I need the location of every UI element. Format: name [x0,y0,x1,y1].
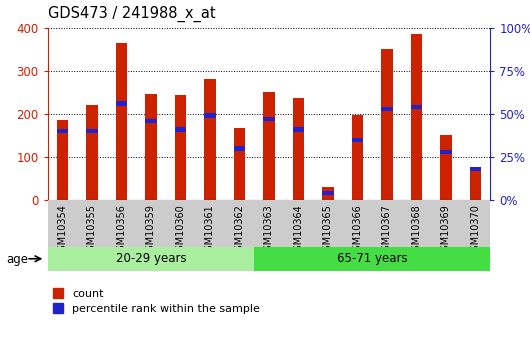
Bar [145,119,157,123]
Bar [174,95,187,200]
Bar [313,200,343,247]
Text: GSM10365: GSM10365 [323,204,333,257]
Text: GSM10366: GSM10366 [352,204,363,257]
Bar [322,191,334,195]
Text: GSM10369: GSM10369 [441,204,451,257]
Bar [77,200,107,247]
Bar [86,105,98,200]
Bar [254,247,490,271]
Bar [284,200,313,247]
Bar [372,200,402,247]
Bar [145,93,157,200]
Text: GSM10360: GSM10360 [175,204,186,257]
Bar [411,34,422,200]
Bar [86,129,98,133]
Bar [440,136,452,200]
Bar [322,187,334,200]
Bar [381,107,393,111]
Bar [470,167,481,171]
Bar [48,200,77,247]
Bar [402,200,431,247]
Bar [116,101,127,106]
Text: age: age [6,253,29,266]
Bar [116,43,127,200]
Text: GSM10356: GSM10356 [117,204,127,257]
Bar [234,128,245,200]
Text: GSM10367: GSM10367 [382,204,392,257]
Bar [461,200,490,247]
Legend: count, percentile rank within the sample: count, percentile rank within the sample [53,288,260,314]
Bar [254,200,284,247]
Bar [57,120,68,200]
Text: 20-29 years: 20-29 years [116,252,186,265]
Text: GSM10363: GSM10363 [264,204,274,257]
Bar [381,49,393,200]
Bar [57,129,68,133]
Bar [225,200,254,247]
Text: 65-71 years: 65-71 years [337,252,408,265]
Bar [343,200,372,247]
Bar [204,79,216,200]
Bar [411,105,422,109]
Text: GSM10368: GSM10368 [411,204,421,257]
Text: GSM10354: GSM10354 [57,204,67,257]
Bar [351,138,364,142]
Bar [166,200,195,247]
Bar [174,127,187,131]
Bar [470,171,481,200]
Bar [204,114,216,118]
Bar [263,117,275,121]
Text: GSM10359: GSM10359 [146,204,156,257]
Bar [431,200,461,247]
Bar [195,200,225,247]
Text: GSM10364: GSM10364 [294,204,304,257]
Text: GSM10370: GSM10370 [471,204,481,257]
Bar [263,92,275,200]
Text: GSM10355: GSM10355 [87,204,97,257]
Text: GSM10362: GSM10362 [234,204,244,257]
Bar [48,247,254,271]
Bar [440,150,452,154]
Bar [351,115,364,200]
Bar [293,127,304,131]
Text: GDS473 / 241988_x_at: GDS473 / 241988_x_at [48,6,215,22]
Bar [107,200,136,247]
Bar [234,146,245,150]
Text: GSM10361: GSM10361 [205,204,215,257]
Bar [293,98,304,200]
Bar [136,200,166,247]
